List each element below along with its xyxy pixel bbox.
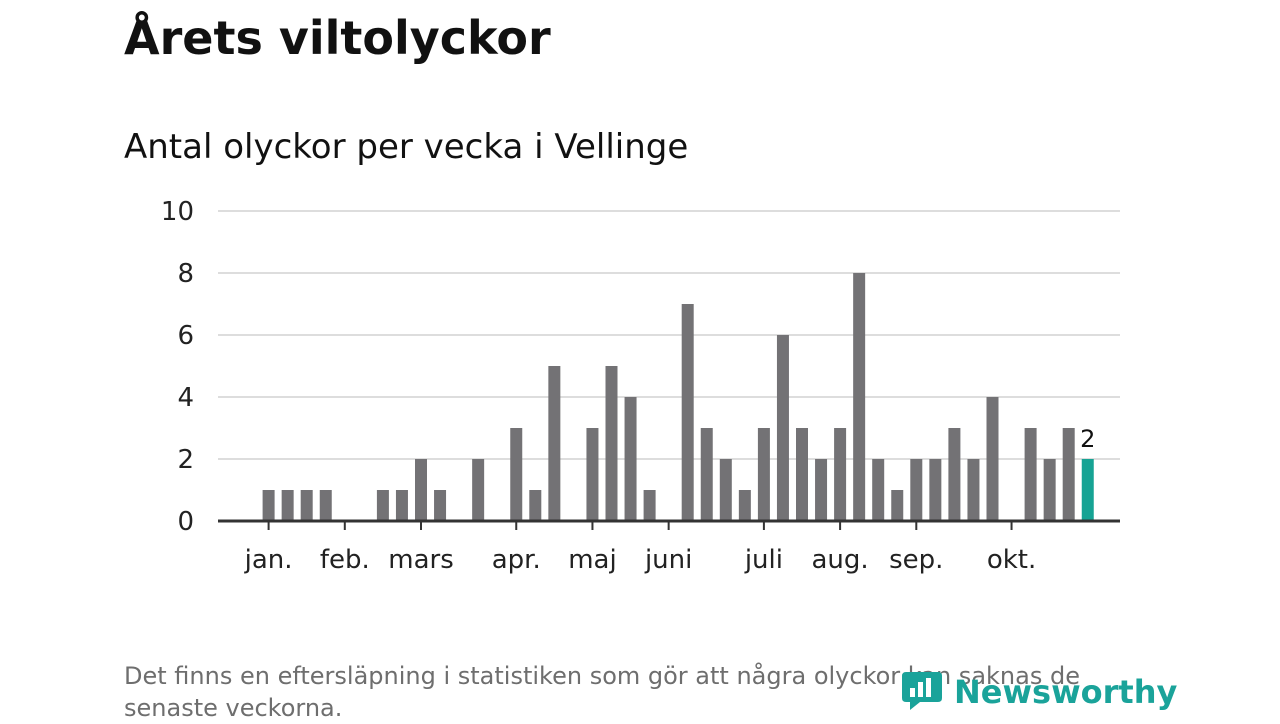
bar — [624, 397, 637, 521]
y-tick-label: 4 — [177, 383, 194, 413]
bar — [376, 490, 389, 521]
bar — [776, 335, 789, 521]
bar — [300, 490, 313, 521]
x-tick-label: sep. — [889, 545, 943, 575]
bar — [1043, 459, 1056, 521]
bar — [910, 459, 923, 521]
bar — [548, 366, 561, 521]
x-tick-label: juli — [744, 545, 783, 575]
bar — [681, 304, 694, 521]
y-tick-label: 10 — [161, 197, 194, 227]
bar — [262, 490, 275, 521]
x-tick-label: feb. — [320, 545, 370, 575]
chart-subtitle: Antal olyckor per vecka i Vellinge — [124, 127, 689, 167]
bar — [891, 490, 904, 521]
x-tick-label: okt. — [987, 545, 1036, 575]
bar — [434, 490, 447, 521]
bar — [872, 459, 885, 521]
y-tick-label: 0 — [177, 507, 194, 537]
bar — [605, 366, 618, 521]
bar — [815, 459, 828, 521]
bar — [1024, 428, 1037, 521]
bar — [986, 397, 999, 521]
brand[interactable]: Newsworthy — [900, 668, 1177, 716]
bar — [415, 459, 427, 521]
labels: 0 2 4 6 8 10 2 jan. feb. mars apr. maj juni juli aug. s… — [161, 197, 1095, 575]
x-tick-label: aug. — [812, 545, 869, 575]
bar — [1062, 428, 1075, 521]
bar-chart: 0 2 4 6 8 10 2 jan. feb. mars apr. maj juni juli aug. s… — [161, 197, 1120, 575]
bar — [929, 459, 942, 521]
bar — [510, 428, 523, 521]
bar — [853, 273, 866, 521]
brand-name: Newsworthy — [954, 673, 1178, 711]
bar — [796, 428, 808, 521]
bar — [700, 428, 713, 521]
chart-title: Årets viltolyckor — [124, 11, 551, 65]
bar — [948, 428, 961, 521]
bar — [472, 459, 485, 521]
y-tick-label: 6 — [177, 321, 194, 351]
bar — [586, 428, 599, 521]
bar — [281, 490, 294, 521]
bar — [719, 459, 732, 521]
bar — [738, 490, 751, 521]
bar-highlight — [1081, 459, 1094, 521]
bar — [757, 428, 770, 521]
bar-data-label: 2 — [1080, 425, 1095, 453]
bar — [967, 459, 980, 521]
x-axis — [218, 519, 1120, 530]
bar — [319, 490, 332, 521]
x-tick-label: mars — [388, 545, 454, 575]
newsworthy-logo-icon — [900, 668, 944, 716]
x-tick-label: apr. — [492, 545, 541, 575]
x-tick-label: maj — [568, 545, 616, 575]
y-tick-label: 2 — [177, 445, 194, 475]
bars — [262, 273, 1094, 521]
bar — [395, 490, 408, 521]
bar — [529, 490, 542, 521]
x-tick-label: jan. — [244, 545, 293, 575]
gridlines — [218, 210, 1120, 460]
bar — [834, 428, 847, 521]
y-tick-label: 8 — [177, 259, 194, 289]
x-tick-label: juni — [644, 545, 692, 575]
bar — [643, 490, 656, 521]
